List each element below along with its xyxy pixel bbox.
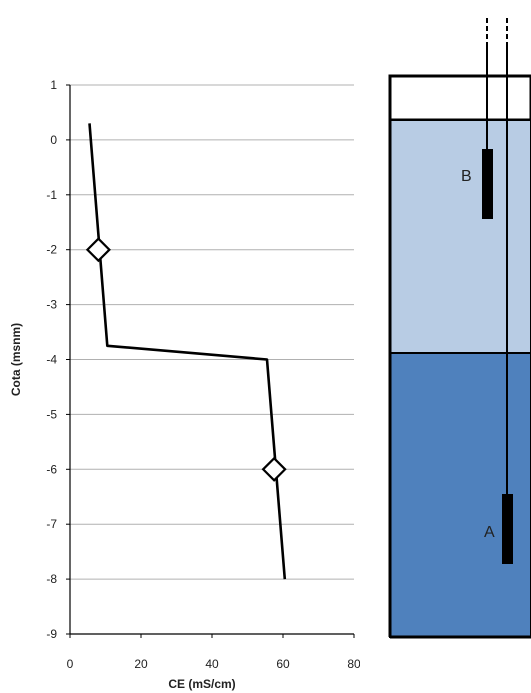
y-tick-label: -4	[46, 353, 57, 367]
x-tick-label: 0	[67, 657, 74, 671]
y-tick-label: -2	[46, 243, 57, 257]
well-top-section	[388, 74, 531, 122]
diamond-marker	[85, 237, 111, 263]
axes	[66, 84, 355, 638]
y-tick-label: -6	[46, 462, 57, 476]
x-tick-labels: 0 20 40 60 80	[67, 657, 360, 671]
series	[88, 123, 287, 580]
upper-water-layer	[389, 119, 531, 354]
lower-water-layer	[389, 352, 531, 638]
gridlines	[70, 84, 354, 580]
x-tick-label: 60	[276, 657, 290, 671]
x-axis-title: CE (mS/cm)	[168, 677, 235, 691]
markers	[85, 237, 287, 482]
y-tick-label: -8	[46, 572, 57, 586]
y-tick-label: -3	[46, 298, 57, 312]
y-tick-label: -5	[46, 407, 57, 421]
series-line	[88, 123, 287, 580]
sensor-a-label: A	[484, 524, 495, 541]
y-tick-label: -7	[46, 517, 57, 531]
conductivity-profile-chart: 1 0 -1 -2 -3 -4 -5 -6 -7 -8 -9 0 20 40 60 80 Cota (msn…	[9, 78, 360, 691]
diamond-marker	[261, 456, 287, 482]
x-tick-label: 40	[205, 657, 219, 671]
y-tick-label: -1	[46, 188, 57, 202]
x-tick-label: 80	[347, 657, 360, 671]
y-tick-label: -9	[46, 627, 57, 641]
y-tick-labels: 1 0 -1 -2 -3 -4 -5 -6 -7 -8 -9	[46, 78, 57, 641]
y-tick-label: 0	[50, 133, 57, 147]
sensor-b-label: B	[461, 168, 472, 185]
y-tick-label: 1	[50, 78, 57, 92]
y-axis-title: Cota (msnm)	[9, 323, 23, 396]
x-tick-label: 20	[134, 657, 148, 671]
sensor-b	[482, 149, 493, 219]
sensor-a	[502, 494, 513, 564]
